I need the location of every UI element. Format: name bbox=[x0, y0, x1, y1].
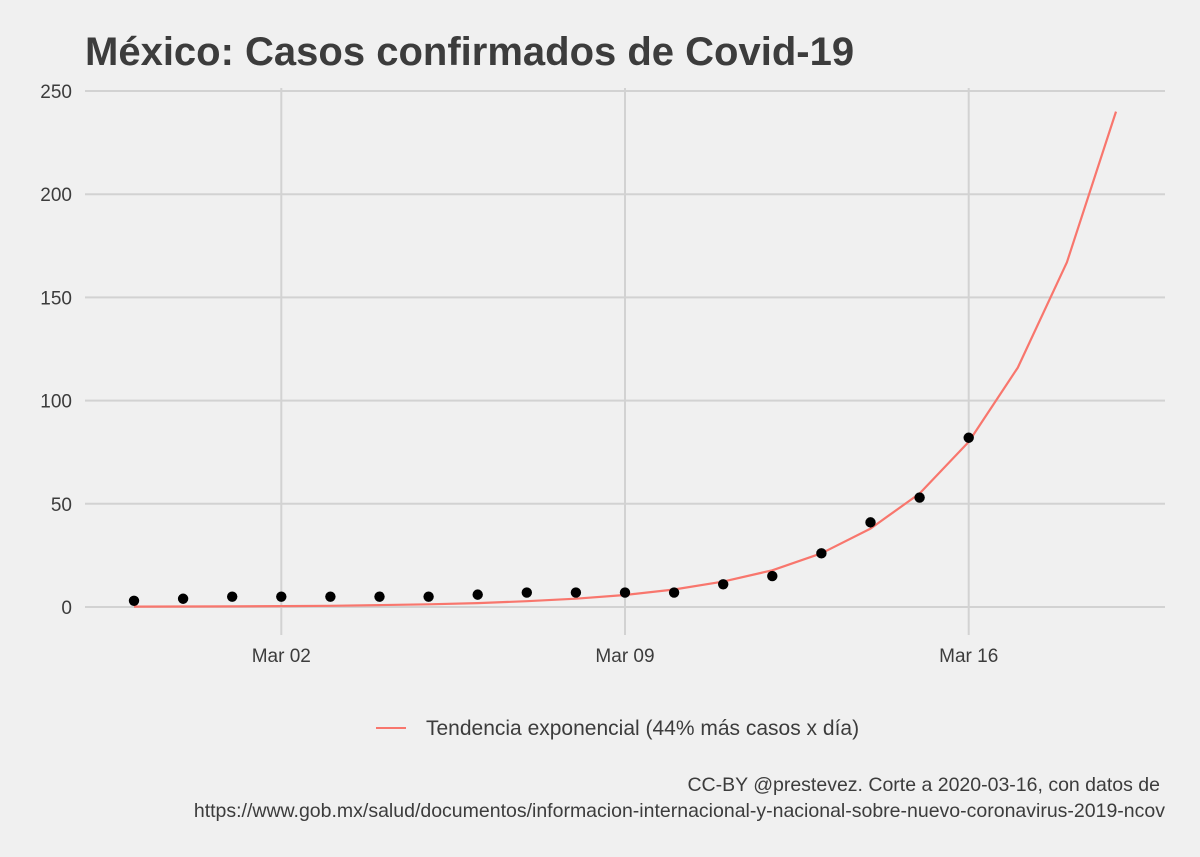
data-point bbox=[374, 591, 385, 602]
grid bbox=[85, 88, 1165, 635]
data-point bbox=[423, 591, 434, 602]
caption-line-1: CC-BY @prestevez. Corte a 2020-03-16, co… bbox=[687, 774, 1160, 796]
data-point bbox=[668, 587, 680, 598]
data-point bbox=[472, 589, 483, 600]
data-point bbox=[128, 595, 140, 607]
legend-trend-label: Tendencia exponencial (44% más casos x d… bbox=[426, 717, 859, 740]
x-axis-ticks: Mar 02 Mar 09 Mar 16 bbox=[252, 646, 999, 667]
y-tick-label: 50 bbox=[51, 495, 72, 516]
y-tick-label: 200 bbox=[40, 185, 72, 206]
data-point bbox=[521, 587, 532, 598]
data-point bbox=[177, 593, 189, 604]
x-tick-label: Mar 09 bbox=[595, 646, 654, 667]
y-axis-ticks: 0 50 100 150 200 250 bbox=[40, 82, 72, 619]
x-tick-label: Mar 02 bbox=[252, 646, 311, 667]
data-point bbox=[325, 591, 336, 602]
data-point bbox=[767, 570, 778, 582]
data-point bbox=[914, 492, 925, 503]
data-point bbox=[227, 591, 238, 602]
data-point bbox=[963, 432, 974, 443]
y-tick-label: 250 bbox=[40, 82, 72, 103]
points-layer bbox=[128, 432, 974, 607]
data-point bbox=[816, 548, 827, 559]
data-point bbox=[570, 587, 582, 598]
legend: Tendencia exponencial (44% más casos x d… bbox=[376, 717, 859, 740]
data-point bbox=[718, 579, 729, 590]
y-tick-label: 0 bbox=[61, 598, 72, 619]
data-point bbox=[865, 517, 876, 528]
chart-title: México: Casos confirmados de Covid-19 bbox=[85, 30, 854, 74]
data-point bbox=[619, 587, 631, 598]
y-tick-label: 150 bbox=[40, 288, 72, 309]
x-tick-label: Mar 16 bbox=[939, 646, 998, 667]
caption-line-2: https://www.gob.mx/salud/documentos/info… bbox=[194, 800, 1165, 822]
y-tick-label: 100 bbox=[40, 392, 72, 413]
data-point bbox=[276, 591, 287, 602]
